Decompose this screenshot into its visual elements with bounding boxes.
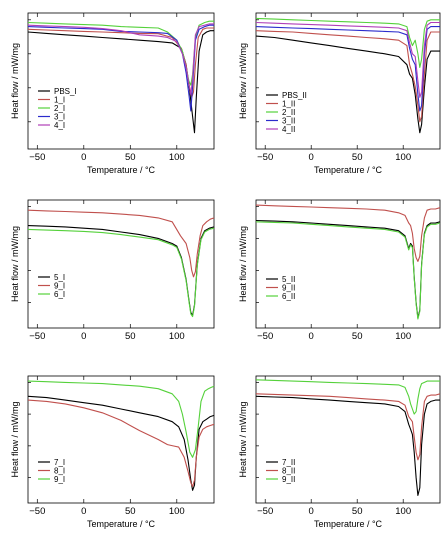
x-tick-label: 0 — [309, 152, 314, 163]
x-axis-label: Temperature / °C — [87, 165, 156, 175]
series-line-2-ii — [255, 17, 440, 68]
y-axis-label: Heat flow / mW/mg — [10, 401, 20, 477]
legend-label: 8_I — [54, 467, 65, 476]
legend: 5_II9_II6_II — [266, 275, 295, 301]
series-line-pbs-ii — [255, 35, 440, 134]
legend-label: 6_I — [54, 290, 65, 299]
legend-label: 7_II — [282, 458, 295, 467]
legend-label: PBS_I — [54, 87, 77, 96]
x-tick-label: 50 — [125, 331, 136, 342]
legend-label: 8_II — [282, 467, 295, 476]
series-line-9-ii — [255, 204, 441, 262]
x-tick-label: 100 — [395, 331, 411, 342]
legend-label: 1_I — [54, 96, 65, 105]
x-tick-label: −50 — [29, 331, 45, 342]
x-tick-label: −50 — [257, 506, 273, 517]
x-tick-label: 100 — [169, 506, 185, 517]
series-line-4-ii — [255, 21, 440, 98]
x-tick-label: 100 — [395, 506, 411, 517]
legend-label: 9_I — [54, 282, 65, 291]
x-tick-label: 50 — [125, 152, 136, 163]
x-tick-label: 100 — [395, 152, 411, 163]
legend-label: 6_II — [282, 292, 295, 301]
legend-label: 1_II — [282, 100, 295, 109]
chart-panel-1: −50 0 50 100 Temperature / °C Heat flow / mW/… — [10, 12, 215, 175]
x-tick-label: 100 — [169, 331, 185, 342]
x-axis-label: Temperature / °C — [314, 165, 383, 175]
legend-label: 2_I — [54, 104, 65, 113]
chart-panel-5: −50 0 50 100 Temperature / °C Heat flow / mW/… — [10, 375, 215, 529]
legend-label: 4_I — [54, 121, 65, 130]
legend-label: 9_I — [54, 475, 65, 484]
x-tick-label: 50 — [125, 506, 136, 517]
plot-frame — [27, 375, 215, 504]
series-line-7-i — [27, 395, 215, 491]
legend: PBS_I1_I2_I3_I4_I — [38, 87, 77, 130]
x-tick-label: −50 — [29, 506, 45, 517]
x-tick-label: 0 — [309, 331, 314, 342]
legend-label: 4_II — [282, 125, 295, 134]
legend-label: 5_I — [54, 273, 65, 282]
series-line-9-ii — [255, 379, 440, 415]
x-tick-label: 50 — [352, 331, 363, 342]
legend-label: 7_I — [54, 458, 65, 467]
legend: 5_I9_I6_I — [38, 273, 65, 299]
series-line-7-ii — [255, 395, 440, 496]
y-axis-label: Heat flow / mW/mg — [238, 43, 248, 119]
chart-panel-4: −50 0 50 100 Heat flow / mW/mg 5_II9_II6_II — [238, 199, 441, 342]
series-line-8-i — [27, 399, 215, 488]
legend-label: 2_II — [282, 108, 295, 117]
series-line-6-i — [27, 227, 215, 318]
series-line-6-ii — [255, 221, 441, 320]
legend-label: 3_II — [282, 117, 295, 126]
plot-frame — [27, 12, 215, 150]
x-tick-label: 50 — [352, 506, 363, 517]
y-axis-label: Heat flow / mW/mg — [10, 43, 20, 119]
series-line-9-i — [27, 380, 215, 458]
x-tick-label: 0 — [81, 152, 86, 163]
chart-panel-3: −50 0 50 100 Heat flow / mW/mg 5_I9_I6_I — [10, 199, 215, 342]
x-tick-label: −50 — [257, 331, 273, 342]
x-tick-label: 0 — [81, 331, 86, 342]
y-axis-label: Heat flow / mW/mg — [10, 226, 20, 302]
x-tick-label: 50 — [352, 152, 363, 163]
x-tick-label: 0 — [81, 506, 86, 517]
legend-label: 5_II — [282, 275, 295, 284]
series-line-3-ii — [255, 26, 440, 112]
plot-frame — [27, 199, 215, 329]
x-axis-label: Temperature / °C — [87, 519, 156, 529]
y-axis-label: Heat flow / mW/mg — [238, 226, 248, 302]
legend: 7_II8_II9_II — [266, 458, 295, 484]
series-line-8-ii — [255, 393, 441, 461]
chart-panel-6: −50 0 50 100 Temperature / °C Heat flow / mW/… — [238, 375, 441, 529]
legend-label: 3_I — [54, 113, 65, 122]
legend-label: PBS_II — [282, 91, 307, 100]
legend-label: 9_II — [282, 475, 295, 484]
x-axis-label: Temperature / °C — [314, 519, 383, 529]
series-line-4-i — [27, 23, 214, 96]
x-tick-label: −50 — [29, 152, 45, 163]
series-line-1-ii — [255, 30, 440, 123]
legend: PBS_II1_II2_II3_II4_II — [266, 91, 307, 134]
legend-label: 9_II — [282, 284, 295, 293]
plot-frame — [255, 199, 441, 329]
chart-panel-2: −50 0 50 100 Temperature / °C Heat flow / mW/… — [238, 12, 441, 175]
x-tick-label: 100 — [169, 152, 185, 163]
y-axis-label: Heat flow / mW/mg — [238, 401, 248, 477]
x-tick-label: −50 — [257, 152, 273, 163]
series-line-9-i — [27, 209, 215, 278]
x-tick-label: 0 — [309, 506, 314, 517]
legend: 7_I8_I9_I — [38, 458, 65, 484]
